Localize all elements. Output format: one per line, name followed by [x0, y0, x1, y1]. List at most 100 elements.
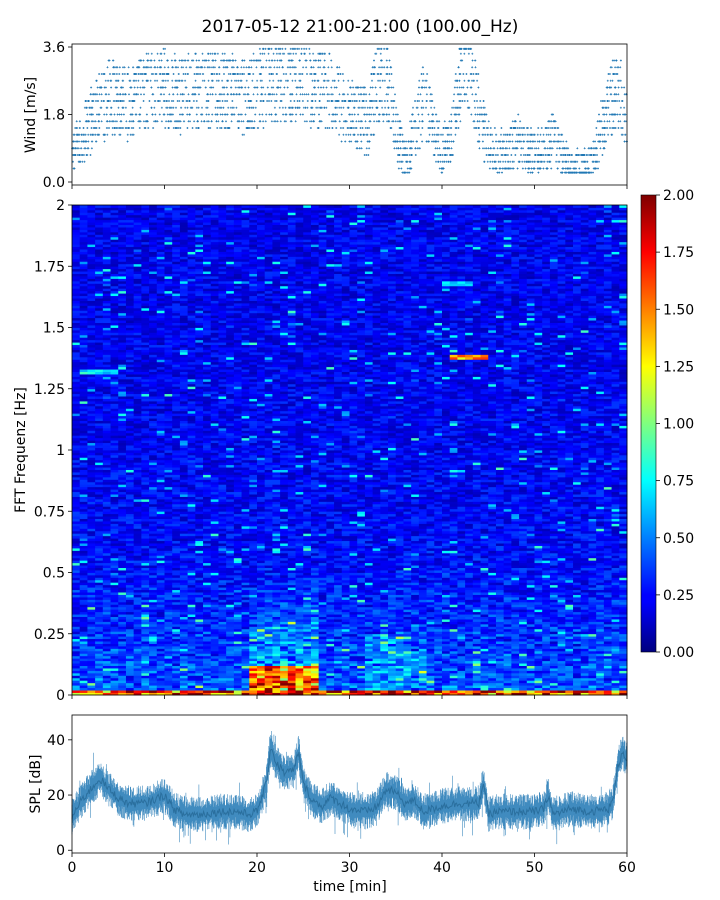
spectrogram-cell: [233, 462, 242, 466]
spectrogram-cell: [203, 503, 212, 507]
spectrogram-cell: [72, 401, 81, 404]
spectrogram-cell: [72, 660, 81, 664]
spectrogram-cell: [210, 322, 219, 326]
spectrogram-cell: [241, 638, 250, 642]
spectrogram-cell: [95, 474, 104, 478]
spectrogram-cell: [233, 268, 242, 272]
spectrogram-cell: [125, 349, 135, 353]
spectrogram-cell: [156, 579, 165, 583]
spectrogram-cell: [203, 587, 212, 591]
spectrogram-cell: [172, 268, 181, 272]
spectrogram-cell: [156, 623, 165, 627]
spectrogram-cell: [72, 445, 81, 448]
spectrogram-cell: [87, 614, 96, 617]
spectrogram-cell: [241, 374, 250, 377]
spectrogram-cell: [249, 454, 258, 458]
spectrogram-cell: [210, 249, 219, 252]
spectrogram-cell: [102, 543, 111, 546]
spectrogram-cell: [118, 366, 127, 370]
spectrogram-cell: [133, 597, 142, 600]
spectrogram-cell: [172, 589, 181, 593]
spectrogram-cell: [179, 329, 189, 333]
spectrogram-cell: [203, 295, 212, 299]
spectrogram-cell: [125, 638, 135, 642]
spectrogram-cell: [149, 403, 158, 407]
spectrogram-cell: [118, 236, 127, 240]
spectrogram-cell: [257, 604, 266, 608]
spectrogram-cell: [203, 222, 212, 225]
spectrogram-cell: [95, 572, 104, 576]
spectrogram-cell: [110, 374, 119, 377]
spectrogram-cell: [249, 682, 258, 686]
spectrogram-cell: [179, 562, 189, 566]
spectrogram-cell: [249, 205, 258, 208]
spectrogram-cell: [141, 305, 150, 309]
spectrogram-cell: [179, 410, 189, 414]
spectrogram-cell: [210, 325, 219, 328]
spectrogram-cell: [210, 246, 219, 250]
spectrogram-cell: [133, 354, 142, 358]
spectrogram-cell: [72, 609, 81, 613]
spectrogram-cell: [203, 663, 212, 666]
spectrogram-cell: [149, 548, 158, 551]
spectrogram-cell: [249, 427, 258, 431]
spectrogram-cell: [72, 447, 81, 451]
spectrogram-cell: [187, 307, 196, 311]
spectrogram-cell: [187, 381, 196, 385]
spectrogram-cell: [195, 511, 204, 515]
spectrogram-cell: [110, 513, 119, 517]
spectrogram-cell: [179, 521, 189, 524]
spectrogram-cell: [95, 525, 104, 529]
spectrogram-cell: [241, 271, 250, 274]
spectrogram-cell: [233, 491, 242, 495]
spectrogram-cell: [118, 614, 127, 617]
spectrogram-cell: [87, 633, 96, 637]
spectrogram-cell: [164, 320, 173, 323]
spectrogram-cell: [102, 256, 111, 260]
spectrogram-cell: [72, 339, 81, 343]
spectrogram-cell: [179, 278, 189, 282]
spectrogram-cell: [187, 518, 196, 522]
spectrogram-cell: [149, 293, 158, 297]
spectrogram-cell: [233, 567, 242, 571]
spectrogram-cell: [218, 682, 227, 686]
spectrogram-cell: [195, 518, 204, 522]
spectrogram-cell: [95, 631, 104, 635]
spectrogram-cell: [164, 303, 173, 306]
spectrogram-cell: [79, 435, 88, 439]
spectrogram-cell: [102, 386, 111, 390]
spectrogram-cell: [241, 349, 250, 353]
spectrogram-cell: [249, 528, 258, 532]
spectrogram-cell: [156, 356, 165, 360]
spectrogram-cell: [141, 570, 150, 573]
spectrogram-cell: [195, 312, 204, 316]
spectrogram-cell: [95, 552, 104, 556]
spectrogram-cell: [257, 525, 266, 529]
spectrogram-cell: [233, 687, 242, 691]
spectrogram-cell: [257, 435, 266, 439]
spectrogram-cell: [79, 499, 88, 502]
spectrogram-cell: [249, 518, 258, 522]
spectrogram-cell: [164, 352, 173, 355]
spectrogram-cell: [233, 430, 242, 434]
spectrogram-cell: [226, 626, 235, 630]
spectrogram-cell: [79, 653, 88, 657]
spectrogram-cell: [87, 584, 96, 588]
spectrogram-cell: [102, 322, 111, 326]
spectrogram-cell: [195, 577, 204, 581]
spectrogram-cell: [249, 337, 258, 341]
spectrogram-cell: [187, 535, 196, 539]
spectrogram-cell: [203, 205, 212, 208]
spectrogram-cell: [210, 219, 219, 223]
spectrogram-cell: [72, 567, 81, 571]
spectrogram-cell: [156, 298, 165, 301]
spectrogram-cell: [149, 690, 158, 693]
spectrogram-cell: [210, 369, 219, 372]
spectrogram-cell: [141, 366, 150, 370]
spectrogram-cell: [172, 332, 181, 336]
spectrogram-cell: [141, 263, 150, 267]
spectrogram-cell: [187, 574, 196, 578]
spectrogram-cell: [149, 604, 158, 608]
spectrogram-cell: [241, 398, 250, 402]
spectrogram-cell: [203, 258, 212, 262]
